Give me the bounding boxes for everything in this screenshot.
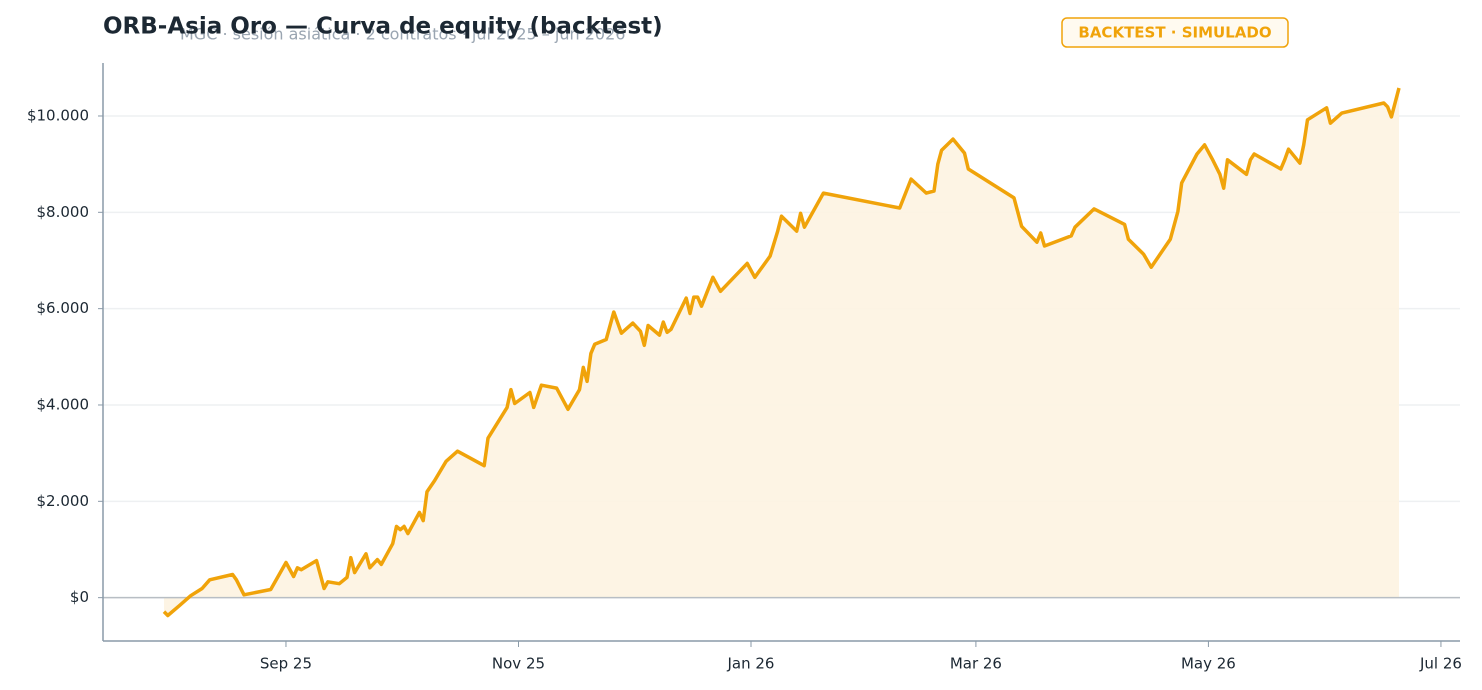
y-tick-label: $6.000 bbox=[37, 299, 90, 317]
y-tick-label: $8.000 bbox=[37, 203, 90, 221]
chart-subtitle: MGC · sesión asiática · 2 contratos · ju… bbox=[180, 25, 625, 44]
area bbox=[163, 88, 1400, 616]
y-tick-label: $10.000 bbox=[27, 106, 89, 124]
x-tick-label: Jul 26 bbox=[1419, 655, 1462, 673]
chart-title: ORB-Asia Oro — Curva de equity (backtest… bbox=[103, 14, 663, 40]
x-tick-label: Nov 25 bbox=[492, 655, 545, 673]
y-tick-label: $0 bbox=[70, 588, 89, 606]
x-tick-label: Mar 26 bbox=[950, 655, 1002, 673]
y-tick-label: $2.000 bbox=[37, 492, 90, 510]
x-tick-label: Jan 26 bbox=[727, 655, 775, 673]
badge: BACKTEST · SIMULADO bbox=[1078, 24, 1271, 42]
equity-line bbox=[162, 87, 1401, 618]
x-tick-label: May 26 bbox=[1181, 655, 1236, 673]
badge-box bbox=[1061, 17, 1289, 48]
x-tick-label: Sep 25 bbox=[260, 655, 312, 673]
y-tick-label: $4.000 bbox=[37, 395, 90, 413]
